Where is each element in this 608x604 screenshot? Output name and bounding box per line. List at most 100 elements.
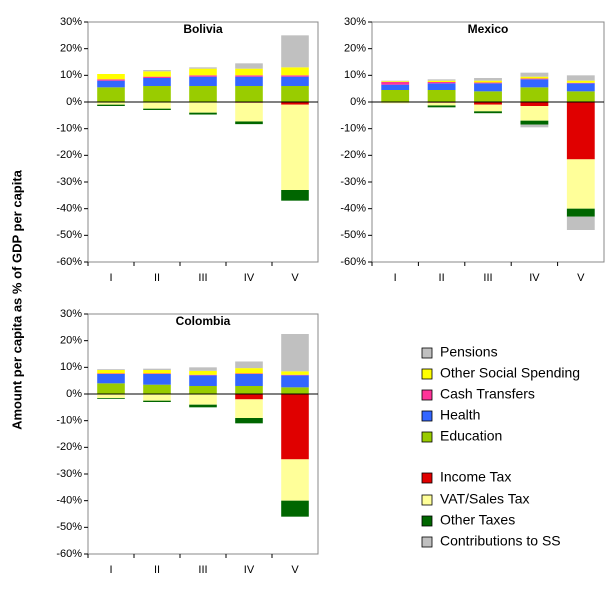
bar-segment bbox=[566, 91, 595, 102]
legend-label: Contributions to SS bbox=[440, 533, 561, 549]
bar-segment bbox=[235, 75, 263, 77]
bar-segment bbox=[281, 75, 309, 77]
bar-segment bbox=[474, 111, 502, 114]
legend-label: Education bbox=[440, 428, 502, 444]
bar-segment bbox=[189, 76, 217, 86]
bar-segment bbox=[235, 386, 263, 394]
bar-segment bbox=[281, 374, 309, 376]
bar-segment bbox=[520, 78, 549, 80]
bar-segment bbox=[97, 369, 125, 370]
bar-segment bbox=[566, 83, 595, 92]
x-tick-label: III bbox=[198, 272, 207, 284]
legend-swatch bbox=[421, 515, 433, 527]
bar-segment bbox=[189, 86, 217, 102]
bar-segment bbox=[566, 216, 595, 230]
bar-segment bbox=[427, 102, 456, 106]
bar-segment bbox=[189, 386, 217, 394]
bar-segment bbox=[281, 102, 309, 105]
panel-title: Mexico bbox=[468, 22, 509, 36]
bar-segment bbox=[143, 78, 171, 86]
bar-segment bbox=[97, 374, 125, 384]
bar-segment bbox=[143, 370, 171, 374]
y-tick-label: -60% bbox=[56, 548, 82, 560]
bar-segment bbox=[520, 79, 549, 88]
y-tick-label: -40% bbox=[56, 203, 82, 215]
bar-segment bbox=[97, 87, 125, 102]
y-tick-label: -20% bbox=[56, 149, 82, 161]
bar-segment bbox=[235, 361, 263, 369]
bar-segment bbox=[474, 91, 502, 102]
bar-segment bbox=[97, 102, 125, 105]
y-tick-label: 30% bbox=[60, 16, 82, 28]
bar-segment bbox=[97, 370, 125, 374]
bar-segment bbox=[97, 80, 125, 88]
bar-segment bbox=[381, 102, 410, 104]
bar-segment bbox=[566, 102, 595, 160]
bar-segment bbox=[281, 371, 309, 375]
bar-segment bbox=[143, 108, 171, 110]
legend-swatch bbox=[421, 347, 433, 359]
y-tick-label: -50% bbox=[56, 521, 82, 533]
y-tick-label: -30% bbox=[56, 176, 82, 188]
bar-segment bbox=[143, 70, 171, 72]
bar-segment bbox=[235, 76, 263, 86]
bar-segment bbox=[97, 394, 125, 398]
y-tick-label: -40% bbox=[340, 203, 366, 215]
y-tick-label: 20% bbox=[344, 43, 366, 55]
bar-segment bbox=[427, 82, 456, 84]
y-tick-label: -60% bbox=[56, 256, 82, 268]
x-tick-label: III bbox=[198, 564, 207, 576]
bar-segment bbox=[281, 104, 309, 190]
legend-swatch bbox=[421, 494, 433, 506]
bar-segment bbox=[474, 83, 502, 92]
x-tick-label: I bbox=[109, 272, 112, 284]
bar-segment bbox=[97, 398, 125, 399]
bar-segment bbox=[143, 76, 171, 78]
bar-segment bbox=[97, 104, 125, 106]
bar-segment bbox=[189, 112, 217, 115]
y-tick-label: -10% bbox=[56, 123, 82, 135]
bar-segment bbox=[235, 368, 263, 374]
y-tick-label: 0% bbox=[350, 96, 366, 108]
x-tick-label: V bbox=[291, 272, 299, 284]
bar-segment bbox=[143, 373, 171, 374]
bar-segment bbox=[427, 83, 456, 90]
legend-swatch bbox=[421, 472, 433, 484]
bar-segment bbox=[235, 121, 263, 125]
bar-segment bbox=[281, 459, 309, 501]
y-tick-label: 10% bbox=[344, 69, 366, 81]
x-tick-label: I bbox=[109, 564, 112, 576]
y-tick-label: -20% bbox=[56, 441, 82, 453]
y-tick-label: 10% bbox=[60, 361, 82, 373]
plot-frame bbox=[87, 313, 319, 555]
bar-segment bbox=[381, 90, 410, 102]
bar-segment bbox=[281, 76, 309, 86]
bar-segment bbox=[235, 63, 263, 69]
bar-segment bbox=[281, 334, 309, 372]
legend-swatch bbox=[421, 410, 433, 422]
panel-title: Bolivia bbox=[183, 22, 223, 36]
bar-segment bbox=[235, 374, 263, 386]
y-tick-label: -30% bbox=[340, 176, 366, 188]
legend-swatch bbox=[421, 431, 433, 443]
y-tick-label: -40% bbox=[56, 495, 82, 507]
bar-segment bbox=[189, 367, 217, 371]
y-tick-label: 20% bbox=[60, 335, 82, 347]
bar-segment bbox=[143, 102, 171, 109]
y-tick-label: -10% bbox=[340, 123, 366, 135]
y-tick-label: 0% bbox=[66, 388, 82, 400]
bar-segment bbox=[97, 79, 125, 81]
bar-segment bbox=[97, 74, 125, 80]
bar-segment bbox=[381, 82, 410, 85]
x-tick-label: I bbox=[394, 272, 397, 284]
bar-segment bbox=[235, 399, 263, 418]
bar-segment bbox=[281, 86, 309, 102]
bar-segment bbox=[474, 104, 502, 112]
bar-segment bbox=[474, 80, 502, 83]
bar-segment bbox=[566, 80, 595, 83]
bar-segment bbox=[520, 76, 549, 79]
bar-segment bbox=[281, 387, 309, 394]
bar-segment bbox=[520, 72, 549, 77]
bar-segment bbox=[281, 67, 309, 76]
